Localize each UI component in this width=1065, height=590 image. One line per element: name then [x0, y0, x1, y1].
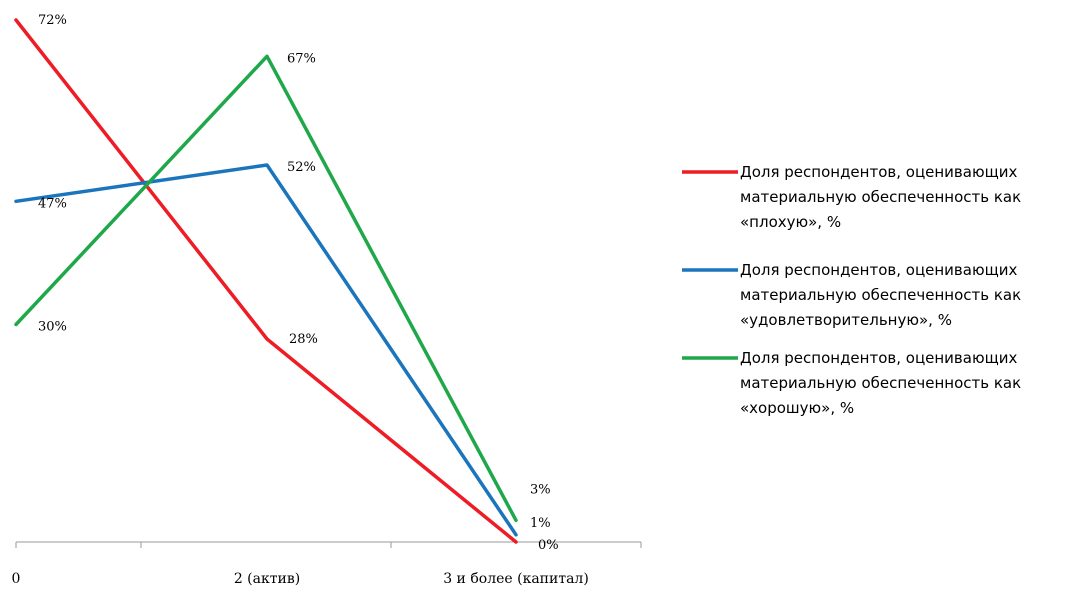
legend-item: Доля респондентов, оценивающих материальн…	[682, 261, 1021, 329]
data-label: 72%	[38, 13, 67, 28]
data-labels: 72% 28% 0% 47% 52% 1% 30% 67% 3%	[38, 13, 559, 553]
legend-label: Доля респондентов, оценивающих	[740, 261, 1017, 279]
data-label: 30%	[38, 320, 67, 335]
legend-label: Доля респондентов, оценивающих	[740, 349, 1017, 367]
x-tick-label: 2 (актив)	[234, 571, 300, 586]
data-label: 28%	[289, 332, 318, 347]
legend: Доля респондентов, оценивающих материальн…	[682, 163, 1021, 417]
legend-label: материальную обеспеченность как	[740, 374, 1021, 392]
data-label: 0%	[538, 538, 559, 553]
series-line-1	[16, 20, 516, 542]
legend-label: Доля респондентов, оценивающих	[740, 163, 1017, 181]
data-label: 67%	[287, 51, 316, 66]
data-label: 52%	[287, 160, 316, 175]
legend-label: материальную обеспеченность как	[740, 188, 1021, 206]
data-label: 47%	[38, 196, 67, 211]
data-label: 3%	[530, 482, 551, 497]
legend-label: «хорошую», %	[740, 399, 854, 417]
legend-label: «плохую», %	[740, 213, 841, 231]
legend-label: материальную обеспеченность как	[740, 286, 1021, 304]
data-label: 1%	[530, 516, 551, 531]
legend-item: Доля респондентов, оценивающих материальн…	[682, 163, 1021, 231]
series-line-3	[16, 56, 516, 520]
legend-label: «удовлетворительную», %	[740, 311, 952, 329]
legend-item: Доля респондентов, оценивающих материальн…	[682, 349, 1021, 417]
series-lines	[16, 20, 516, 542]
x-tick-label: 3 и более (капитал)	[443, 571, 589, 586]
x-tick-label: 0	[12, 571, 21, 586]
